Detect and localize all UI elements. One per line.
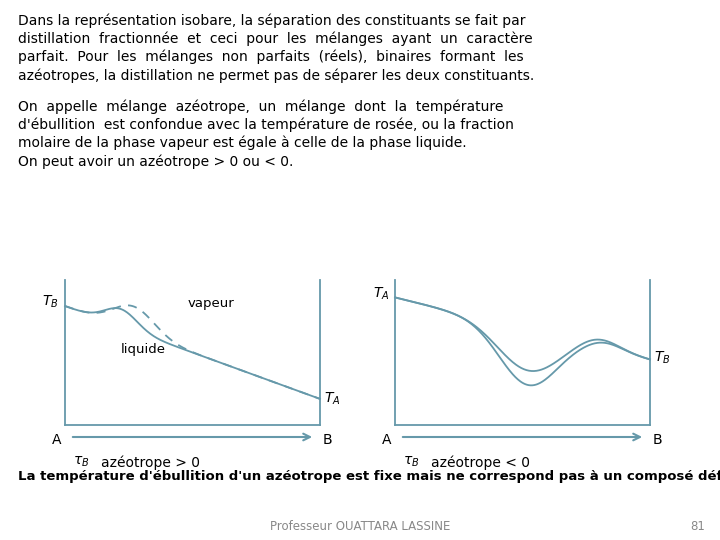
Text: On  appelle  mélange  azéotrope,  un  mélange  dont  la  température: On appelle mélange azéotrope, un mélange… xyxy=(18,99,503,113)
Text: Dans la représentation isobare, la séparation des constituants se fait par: Dans la représentation isobare, la sépar… xyxy=(18,13,526,28)
Text: $T_B$: $T_B$ xyxy=(42,294,59,310)
Text: $T_A$: $T_A$ xyxy=(324,391,341,407)
Text: distillation  fractionnée  et  ceci  pour  les  mélanges  ayant  un  caractère: distillation fractionnée et ceci pour le… xyxy=(18,31,533,46)
Text: A: A xyxy=(382,433,391,447)
Text: azéotrope > 0: azéotrope > 0 xyxy=(101,455,200,469)
Text: molaire de la phase vapeur est égale à celle de la phase liquide.: molaire de la phase vapeur est égale à c… xyxy=(18,136,467,151)
Text: B: B xyxy=(323,433,333,447)
Text: $T_B$: $T_B$ xyxy=(654,349,670,366)
Text: A: A xyxy=(52,433,61,447)
Text: azéotropes, la distillation ne permet pas de séparer les deux constituants.: azéotropes, la distillation ne permet pa… xyxy=(18,69,534,83)
Text: $\tau_B$: $\tau_B$ xyxy=(403,455,420,469)
Text: 81: 81 xyxy=(690,520,705,533)
Text: azéotrope < 0: azéotrope < 0 xyxy=(431,455,530,469)
Text: Professeur OUATTARA LASSINE: Professeur OUATTARA LASSINE xyxy=(270,520,450,533)
Text: parfait.  Pour  les  mélanges  non  parfaits  (réels),  binaires  formant  les: parfait. Pour les mélanges non parfaits … xyxy=(18,50,523,64)
Text: $\tau_B$: $\tau_B$ xyxy=(73,455,89,469)
Text: d'ébullition  est confondue avec la température de rosée, ou la fraction: d'ébullition est confondue avec la tempé… xyxy=(18,118,514,132)
Text: La température d'ébullition d'un azéotrope est fixe mais ne correspond pas à un : La température d'ébullition d'un azéotro… xyxy=(18,470,720,483)
Text: $T_A$: $T_A$ xyxy=(372,285,389,302)
Text: B: B xyxy=(653,433,662,447)
Text: On peut avoir un azéotrope > 0 ou < 0.: On peut avoir un azéotrope > 0 ou < 0. xyxy=(18,154,293,169)
Text: liquide: liquide xyxy=(121,343,166,356)
Text: vapeur: vapeur xyxy=(187,296,234,310)
